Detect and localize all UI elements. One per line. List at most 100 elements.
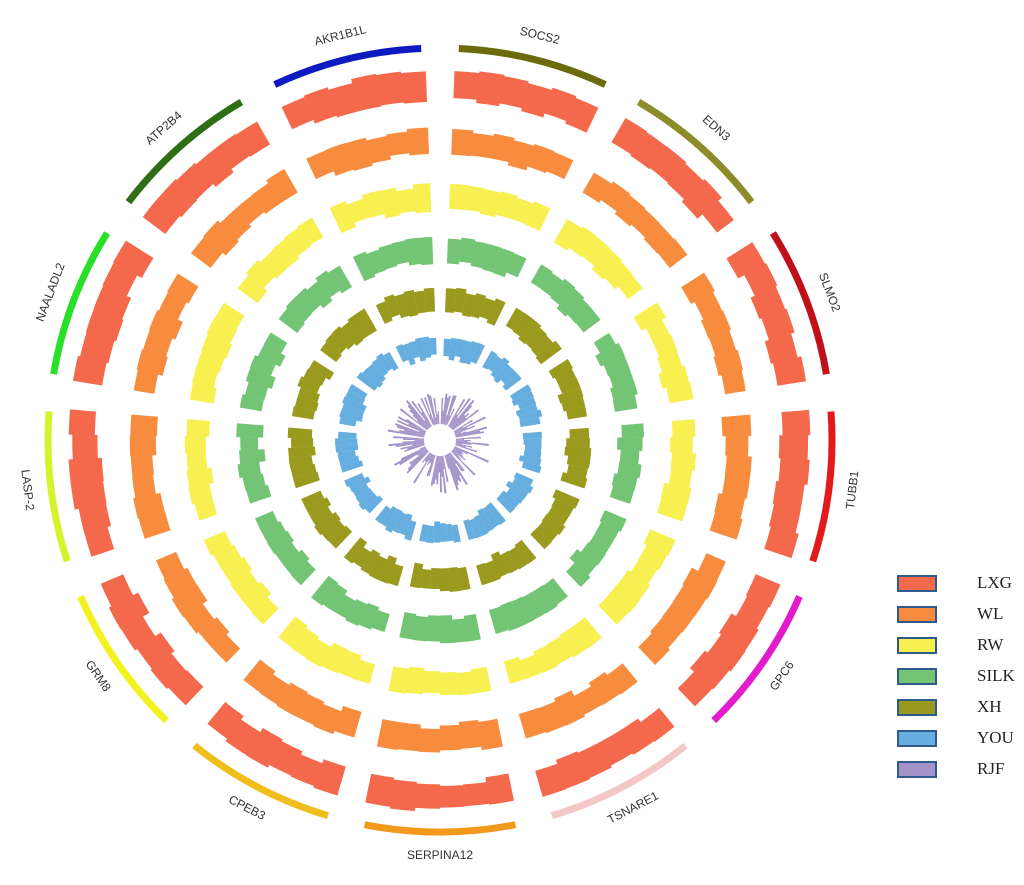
bar-wl <box>158 292 187 320</box>
bar-wl <box>553 690 586 726</box>
bar-xh <box>512 313 534 337</box>
legend-item-silk: SILK <box>895 665 1015 696</box>
bar-silk <box>263 332 288 354</box>
bar-xh <box>552 489 580 509</box>
bar-silk <box>610 381 638 401</box>
bar-rjf <box>419 446 426 450</box>
bar-lxg <box>707 634 746 672</box>
bar-wl <box>724 455 752 478</box>
bar-you <box>404 520 417 541</box>
gene-arc <box>769 231 830 375</box>
legend: LXG WL RW SILK XH YOU RJF <box>895 572 1015 789</box>
bar-you <box>335 444 359 453</box>
track-silk <box>236 236 644 644</box>
bar-rjf <box>429 395 437 425</box>
bar-rjf <box>453 447 464 455</box>
bar-rw <box>449 183 468 210</box>
bar-rjf <box>426 393 437 425</box>
bar-rjf <box>455 439 465 441</box>
bar-rjf <box>455 443 473 448</box>
bar-rw <box>618 274 643 300</box>
bar-wl <box>130 455 154 478</box>
legend-swatch <box>897 637 937 654</box>
bar-lxg <box>150 653 187 689</box>
bar-wl <box>376 719 402 751</box>
bar-rw <box>221 556 253 585</box>
bar-xh <box>514 539 537 565</box>
bar-wl <box>725 435 749 457</box>
bar-rw <box>215 302 245 330</box>
bar-wl <box>366 136 391 164</box>
bar-xh <box>535 340 562 365</box>
bar-silk <box>239 394 264 412</box>
bar-rw <box>652 334 678 358</box>
bar-rjf <box>455 436 481 440</box>
bar-wl <box>662 601 695 633</box>
bar-lxg <box>351 73 382 112</box>
bar-rjf <box>414 439 425 442</box>
bar-xh <box>343 537 368 564</box>
bar-lxg <box>544 87 577 122</box>
bar-you <box>337 450 356 460</box>
bar-rjf <box>452 449 464 457</box>
bar-rjf <box>399 408 428 431</box>
bar-xh <box>566 406 588 420</box>
bar-wl <box>709 330 737 357</box>
bar-rjf <box>451 450 461 460</box>
bar-you <box>344 473 365 488</box>
bar-wl <box>133 493 165 519</box>
bar-rjf <box>455 439 471 442</box>
bar-wl <box>458 719 482 749</box>
bar-wl <box>306 150 334 180</box>
bar-rw <box>510 197 534 225</box>
bar-wl <box>722 474 750 499</box>
bar-rjf <box>412 442 425 446</box>
bar-you <box>348 476 371 493</box>
bar-you <box>395 343 409 363</box>
bar-rjf <box>455 431 485 438</box>
bar-rjf <box>454 432 462 435</box>
bar-wl <box>721 414 752 437</box>
bar-rjf <box>407 404 430 429</box>
bar-rjf <box>441 393 448 425</box>
bar-rjf <box>455 444 478 453</box>
bar-rw <box>519 654 543 679</box>
bar-you <box>348 384 368 400</box>
bar-rw <box>671 419 696 437</box>
bar-you <box>380 506 398 528</box>
bar-silk <box>242 473 266 491</box>
bar-lxg <box>650 146 687 183</box>
bar-rjf <box>395 441 425 448</box>
bar-rjf <box>427 454 434 466</box>
bar-rw <box>656 497 688 522</box>
bar-rjf <box>420 397 434 426</box>
bar-silk <box>599 510 627 532</box>
bar-rjf <box>428 455 436 476</box>
bar-silk <box>609 368 634 388</box>
legend-label: RJF <box>977 759 1005 778</box>
bar-rjf <box>406 451 429 474</box>
bar-lxg <box>176 162 214 200</box>
bar-rjf <box>399 447 427 466</box>
bar-rw <box>237 274 268 304</box>
bar-wl <box>149 310 183 340</box>
bar-rw <box>188 483 213 505</box>
bar-you <box>415 337 427 362</box>
bar-xh <box>387 563 404 587</box>
bar-lxg <box>235 121 271 157</box>
bar-silk <box>366 249 386 275</box>
bar-rw <box>638 544 668 571</box>
gene-arc <box>363 821 517 836</box>
bar-rw <box>305 638 332 668</box>
bar-lxg <box>499 76 529 109</box>
bar-rjf <box>403 438 425 440</box>
bar-wl <box>167 273 199 304</box>
bar-you <box>482 505 500 528</box>
bar-you <box>371 358 389 377</box>
legend-label: RW <box>977 635 1004 654</box>
bar-you <box>421 336 432 359</box>
bar-rjf <box>436 455 440 485</box>
legend-item-lxg: LXG <box>895 572 1015 603</box>
bar-you <box>518 409 543 422</box>
bar-you <box>362 368 384 388</box>
